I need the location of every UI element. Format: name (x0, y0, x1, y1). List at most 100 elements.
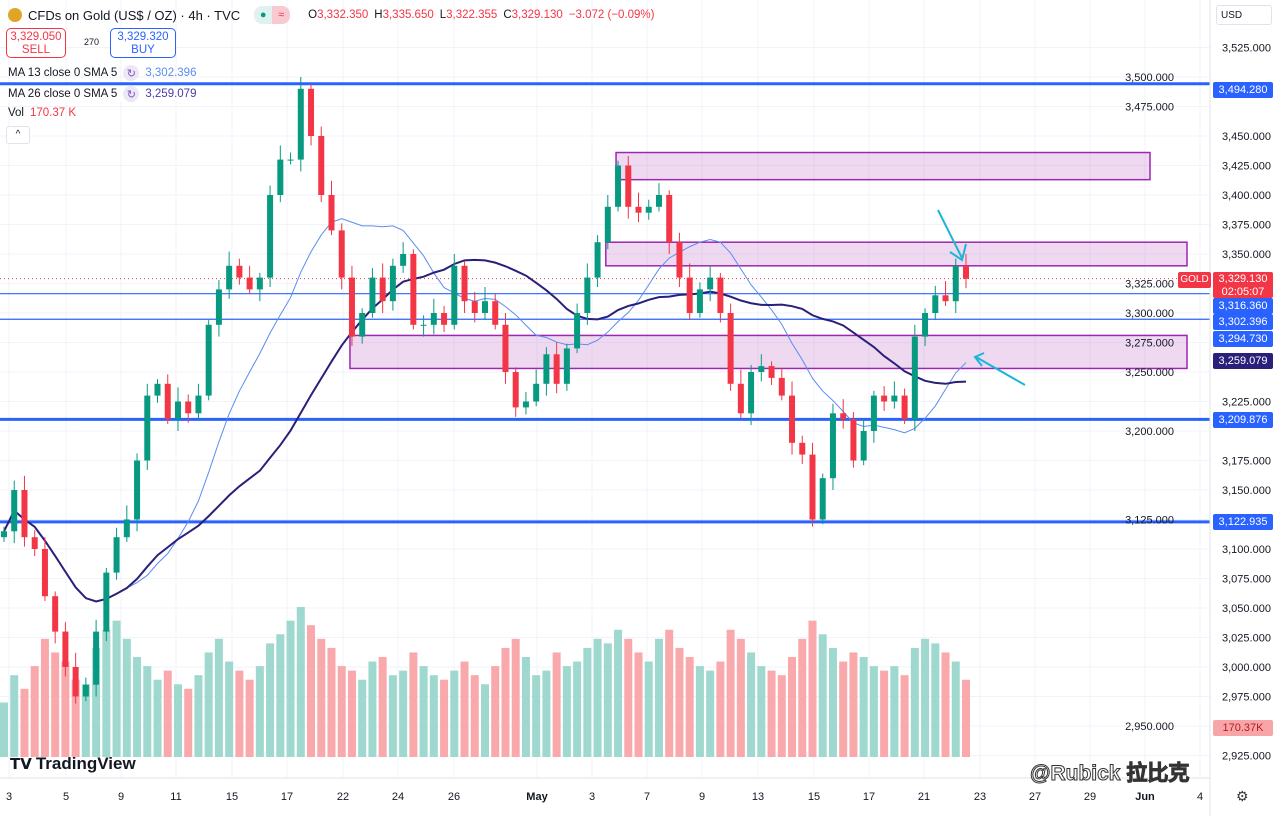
y-tick-label: 3,025.000 (1222, 633, 1271, 645)
candle-body (41, 549, 48, 597)
sell-button[interactable]: 3,329.050 SELL (6, 28, 66, 58)
supply-demand-zone (615, 151, 1151, 181)
buy-button[interactable]: 3,329.320 BUY (110, 28, 176, 58)
delayed-data-icon: ≈ (272, 6, 291, 24)
candle-body (93, 631, 100, 685)
candle-body (502, 324, 509, 372)
candle-body (778, 377, 785, 396)
volume-bar (736, 638, 745, 757)
volume-bar (501, 647, 510, 757)
candle-body (451, 265, 458, 325)
volume-bar (716, 661, 725, 757)
volume-bar (460, 661, 469, 757)
tradingview-logo[interactable]: 𝗧𝗩 TradingView (10, 754, 136, 773)
volume-bar (808, 620, 817, 757)
candle-body (533, 383, 540, 402)
volume-bar (941, 652, 950, 757)
candle-body (420, 324, 427, 326)
volume-bar (327, 647, 336, 757)
level-tag: 3,122.935 (1213, 514, 1273, 530)
volume-bar (10, 675, 19, 757)
refresh-icon[interactable]: ↻ (123, 86, 140, 102)
volume-bar (409, 652, 418, 757)
volume-bar (358, 679, 367, 757)
candle-body (338, 230, 345, 278)
volume-bar (92, 647, 101, 757)
indicator-ma13[interactable]: MA 13 close 0 SMA 5 ↻ 3,302.396 (8, 65, 197, 81)
volume-bar (450, 670, 459, 757)
candle-body (676, 242, 683, 278)
y-tick-label: 3,000.000 (1222, 662, 1271, 674)
symbol-title[interactable]: CFDs on Gold (US$ / OZ) · 4h · TVC (28, 7, 241, 23)
candle-body (625, 165, 632, 207)
volume-bar (900, 675, 909, 757)
y-tick-label: 2,975.000 (1222, 692, 1271, 704)
candle-body (881, 395, 888, 402)
market-status[interactable]: ● ≈ (254, 6, 291, 24)
volume-bar (40, 638, 49, 757)
indicator-ma26[interactable]: MA 26 close 0 SMA 5 ↻ 3,259.079 (8, 86, 197, 102)
volume-bar (225, 661, 234, 757)
collapse-legend-button[interactable]: ^ (6, 126, 30, 144)
volume-bar (235, 670, 244, 757)
ma26-tag: 3,259.079 (1213, 353, 1273, 369)
candle-body (185, 401, 192, 414)
volume-bar (61, 661, 70, 757)
y-tick-label: 3,400.000 (1222, 190, 1271, 202)
volume-bar (470, 675, 479, 757)
x-tick-label: May (526, 791, 548, 803)
volume-bar (399, 670, 408, 757)
watermark: @Rubick 拉比克 (1029, 762, 1190, 786)
volume-bar (839, 661, 848, 757)
indicator-volume[interactable]: Vol 170.37 K (8, 107, 77, 119)
candle-body (297, 88, 304, 160)
candle-body (809, 454, 816, 520)
ma-line-26 (3, 258, 967, 603)
currency-button[interactable]: USD (1216, 5, 1272, 25)
candle-body (522, 401, 529, 408)
candle-body (758, 366, 765, 372)
volume-bar (419, 666, 428, 757)
volume-bar (931, 643, 940, 757)
y-tick-label: 3,275.000 (1125, 338, 1174, 350)
volume-bar (491, 666, 500, 757)
candle-body (512, 372, 519, 408)
candle-body (31, 537, 38, 549)
candle-body (952, 265, 959, 302)
volume-bar (173, 684, 182, 757)
candle-body (850, 419, 857, 461)
gear-icon[interactable]: ⚙ (1236, 788, 1249, 804)
candle-body (574, 313, 581, 349)
candle-body (594, 242, 601, 278)
volume-bar (368, 661, 377, 757)
refresh-icon[interactable]: ↻ (123, 65, 140, 81)
candle-body (942, 295, 949, 302)
candle-body (615, 165, 622, 207)
volume-bar (603, 643, 612, 757)
volume-bar (521, 657, 530, 757)
x-tick-label: 9 (118, 791, 124, 803)
candle-body (267, 195, 274, 278)
candle-body (430, 313, 437, 325)
volume-bar (0, 702, 8, 757)
market-open-icon: ● (254, 6, 273, 24)
volume-bar (665, 629, 674, 757)
x-tick-label: 22 (337, 791, 349, 803)
candle-body (645, 206, 652, 213)
candle-body (748, 372, 755, 414)
candle-body (768, 366, 775, 378)
candle-body (215, 289, 222, 325)
volume-bar (910, 647, 919, 757)
volume-bar (20, 688, 29, 757)
x-tick-label: 13 (752, 791, 764, 803)
volume-bar (204, 652, 213, 757)
candle-body (308, 88, 315, 136)
symbol-header: CFDs on Gold (US$ / OZ) · 4h · TVC ● ≈ O3… (8, 6, 660, 24)
candle-body (400, 254, 407, 266)
volume-bar (573, 661, 582, 757)
gold-logo-icon (8, 8, 22, 22)
volume-bar (481, 684, 489, 757)
level-tag: 3,316.360 (1213, 298, 1273, 314)
candle-body (82, 684, 89, 697)
